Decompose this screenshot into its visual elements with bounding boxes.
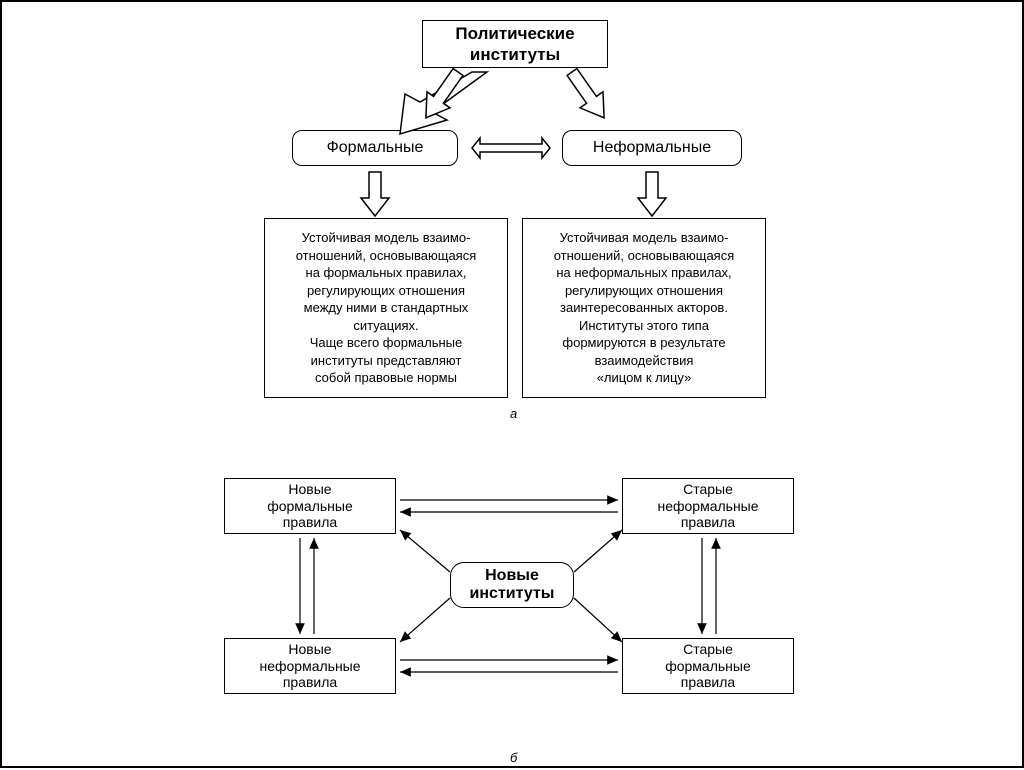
old-formal-rules: Старыеформальныеправила (622, 638, 794, 694)
informal-category: Неформальные (562, 130, 742, 166)
arrow-title-left (414, 64, 469, 126)
arrow-cen-tl (400, 530, 450, 572)
new-formal-rules: Новыеформальныеправила (224, 478, 396, 534)
title-box: Политическиеинституты (422, 20, 608, 68)
formal-description: Устойчивая модель взаимо-отношений, осно… (264, 218, 508, 398)
formal-category: Формальные (292, 130, 458, 166)
arrow-cen-br (574, 598, 622, 642)
hollow-arrow-down-left (382, 70, 498, 138)
old-informal-rules: Старыенеформальныеправила (622, 478, 794, 534)
figure-label-b: б (510, 750, 517, 765)
double-arrow-categories (472, 138, 550, 158)
new-institutes-center: Новыеинституты (450, 562, 574, 608)
arrow-formal-down (361, 172, 389, 216)
arrow-cen-tr (574, 530, 622, 572)
new-informal-rules: Новыенеформальныеправила (224, 638, 396, 694)
informal-description: Устойчивая модель взаимо-отношений, осно… (522, 218, 766, 398)
arrow-cen-bl (400, 598, 450, 642)
figure-label-a: а (510, 406, 517, 421)
arrow-title-right (561, 64, 616, 126)
arrows-overlay (2, 2, 1024, 770)
arrow-informal-down (638, 172, 666, 216)
arrow-title-to-formal (400, 72, 487, 134)
